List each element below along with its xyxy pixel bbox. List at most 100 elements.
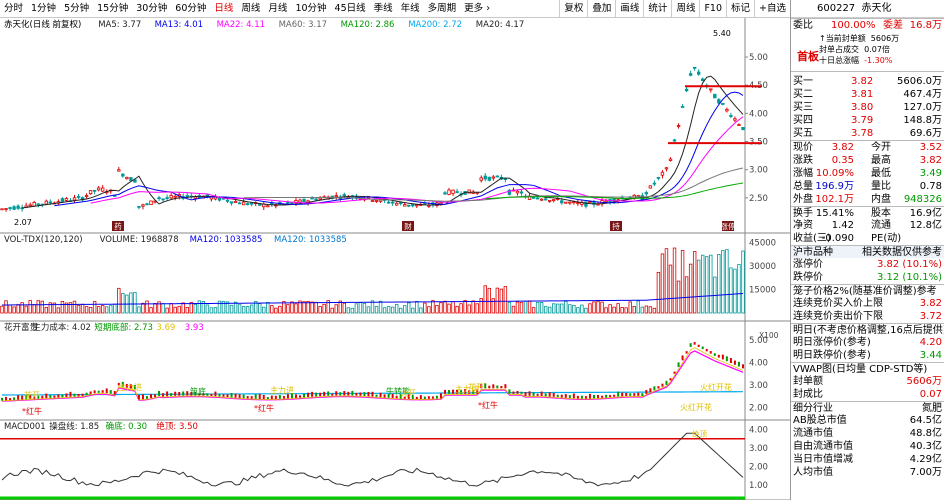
volume-bar: [543, 306, 548, 314]
toolbar-button-3[interactable]: 统计: [643, 0, 671, 18]
ind-bar: [121, 381, 124, 387]
volume-bar: [584, 307, 588, 314]
ind-bar: [33, 396, 36, 399]
order-book-row[interactable]: 买二 3.81 467.4万: [793, 89, 942, 100]
ind-bar: [77, 394, 80, 397]
chart-area[interactable]: 赤天化(日线 前复权) MA5: 3.77 MA13: 4.01 MA22: 4.11…: [0, 18, 790, 501]
period-tab-1[interactable]: 1分钟: [31, 2, 57, 14]
macd-tick: 2.00: [749, 462, 768, 472]
volume-bar: [684, 276, 689, 314]
order-book-row[interactable]: 买五 3.78 69.6万: [793, 128, 942, 139]
volume-bar: [443, 300, 447, 314]
period-tab-2[interactable]: 5分钟: [64, 2, 90, 14]
ind-bar: [415, 396, 418, 400]
volume-bar: [100, 305, 105, 314]
period-tab-7[interactable]: 周线: [241, 2, 261, 14]
ind-bar: [170, 393, 173, 397]
period-tab-9[interactable]: 10分钟: [295, 2, 327, 14]
candle-body: [149, 200, 153, 206]
candle-body: [660, 171, 665, 176]
ind-bar: [540, 391, 543, 397]
ind-bar: [133, 385, 136, 390]
ind-bar: [129, 384, 132, 389]
ind-bar: [250, 396, 253, 399]
period-tab-13[interactable]: 多周期: [427, 2, 457, 14]
candle-body: [652, 182, 657, 185]
divider: [791, 140, 944, 141]
toolbar-button-1[interactable]: 叠加: [587, 0, 615, 18]
ind-bar: [222, 394, 225, 397]
quote-panel: 600227 赤天化 委比 100.00% 委差 16.8万 ↑当前封单额 5606万 封单…: [790, 0, 944, 500]
volume-bar: [483, 285, 487, 314]
volume-bar: [527, 300, 532, 314]
ind-line: [1, 347, 744, 402]
period-tab-8[interactable]: 月线: [268, 2, 288, 14]
vol-unit: X100: [759, 331, 779, 340]
candle-body: [588, 201, 592, 204]
toolbar-button-0[interactable]: 复权: [559, 0, 587, 18]
toolbar-button-7[interactable]: +自选: [754, 0, 790, 18]
ind-bar: [733, 360, 736, 365]
ind-bar: [21, 395, 24, 400]
ind-bars: [1, 342, 744, 401]
period-tab-11[interactable]: 季线: [373, 2, 393, 14]
kline-chart[interactable]: 赤天化(日线 前复权) MA5: 3.77 MA13: 4.01 MA22: 4.11…: [0, 18, 790, 501]
toolbar-button-2[interactable]: 画线: [615, 0, 643, 18]
ind-bar: [576, 395, 579, 399]
period-tab-12[interactable]: 年线: [400, 2, 420, 14]
candle-body: [32, 202, 36, 207]
toolbar-button-5[interactable]: F10: [699, 0, 726, 18]
order-book-row[interactable]: 买四 3.79 148.8万: [793, 115, 942, 126]
volume-bar: [205, 304, 210, 314]
candle-body: [741, 127, 745, 130]
period-tab-14[interactable]: 更多 ›: [464, 2, 490, 14]
signal-label: *红牛: [254, 403, 274, 413]
ind-bar: [653, 386, 656, 391]
ind-bar: [484, 383, 487, 389]
industry-row: 人均市值 7.00万: [793, 467, 942, 478]
seal-info: 十日总涨幅 -1.30%: [819, 56, 893, 65]
period-tab-6[interactable]: 日线: [214, 2, 234, 14]
period-tab-5[interactable]: 60分钟: [175, 2, 207, 14]
legend-item: 短期底部: 2.73: [94, 322, 152, 333]
volume-bar: [636, 300, 640, 314]
candle-body: [721, 103, 725, 105]
industry-row: 细分行业 氮肥: [791, 401, 944, 414]
ind-bar: [520, 391, 523, 394]
toolbar-button-6[interactable]: 标记: [726, 0, 754, 18]
toolbar-button-4[interactable]: 周线: [671, 0, 699, 18]
industry-row: AB股总市值 64.5亿: [793, 415, 942, 426]
volume-bar: [519, 302, 524, 314]
candle-body: [302, 198, 306, 203]
candle-body: [370, 200, 375, 203]
period-tab-10[interactable]: 45日线: [334, 2, 366, 14]
candle-body: [245, 203, 250, 206]
legend-item: MA13: 4.01: [155, 20, 203, 30]
volume-bar: [342, 302, 347, 314]
period-tab-3[interactable]: 15分钟: [97, 2, 129, 14]
ind-bar: [254, 394, 257, 399]
volume-bar: [64, 302, 69, 314]
event-marker[interactable]: [402, 221, 414, 231]
volume-bar: [495, 287, 500, 314]
candle-body: [451, 189, 455, 194]
candle-body: [737, 124, 741, 127]
event-marker[interactable]: [610, 221, 622, 231]
period-tab-4[interactable]: 30分钟: [136, 2, 168, 14]
event-marker[interactable]: [112, 221, 124, 231]
volume-bar: [346, 307, 351, 314]
order-book-row[interactable]: 买三 3.80 127.0万: [793, 102, 942, 113]
candle-body: [72, 197, 77, 201]
volume-bar: [390, 306, 395, 314]
volume-bar: [8, 304, 12, 314]
volume-bar: [310, 301, 314, 314]
period-tab-0[interactable]: 分时: [4, 2, 24, 14]
ind-bar: [226, 394, 229, 398]
order-book-row[interactable]: 买一 3.82 5606.0万: [793, 76, 942, 87]
ind-bar: [476, 389, 479, 394]
event-marker[interactable]: [722, 221, 734, 231]
ind-bar: [512, 391, 515, 394]
candle-body: [479, 177, 483, 181]
volume-bar: [503, 286, 508, 314]
vwap-link[interactable]: VWAP图(日均量 CDP-STD等): [791, 362, 944, 375]
